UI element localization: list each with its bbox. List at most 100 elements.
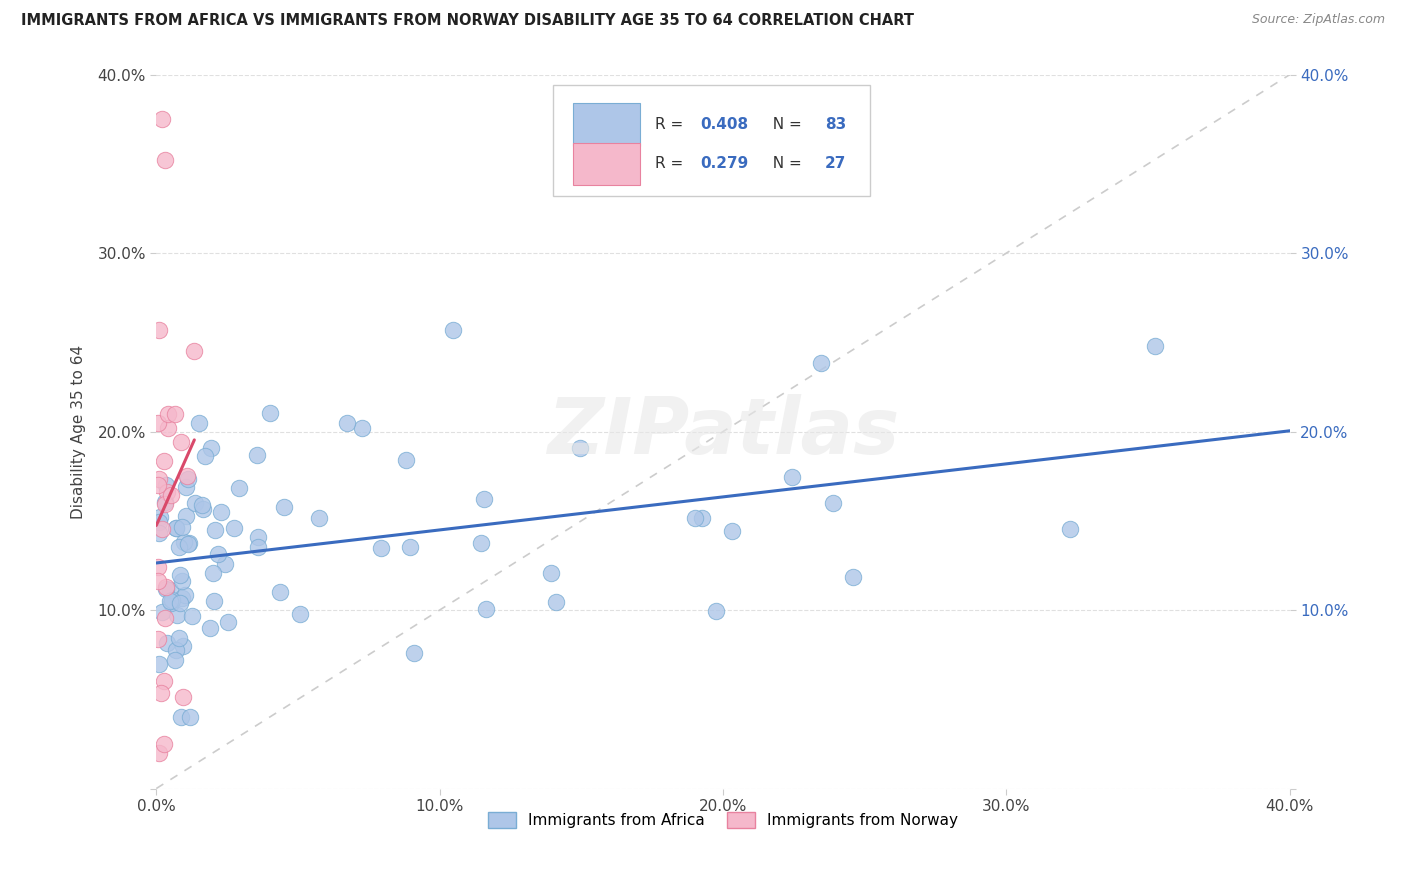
Point: [148, 746, 170, 760]
Point: [146, 560, 169, 574]
Point: [247, 530, 270, 544]
Point: [153, 495, 176, 509]
Point: [202, 594, 225, 608]
Point: [165, 642, 187, 657]
Point: [155, 497, 177, 511]
Point: [169, 596, 191, 610]
Point: [153, 611, 176, 625]
Point: [184, 496, 207, 510]
Point: [172, 520, 194, 534]
Point: [146, 478, 169, 492]
Point: [153, 673, 176, 688]
Point: [159, 594, 181, 608]
Point: [146, 632, 169, 646]
Point: [153, 454, 176, 468]
Point: [399, 540, 422, 554]
Point: [150, 522, 173, 536]
Point: [181, 609, 204, 624]
Point: [370, 541, 392, 556]
Point: [169, 568, 191, 582]
Y-axis label: Disability Age 35 to 64: Disability Age 35 to 64: [72, 344, 86, 518]
Point: [174, 480, 197, 494]
Point: [841, 570, 863, 584]
Point: [153, 737, 176, 751]
Point: [167, 631, 190, 645]
Point: [810, 356, 832, 370]
Point: [823, 496, 845, 510]
Point: [149, 509, 172, 524]
Point: [155, 477, 177, 491]
Point: [395, 453, 418, 467]
Point: [200, 621, 222, 635]
Point: [690, 511, 713, 525]
Point: [183, 343, 205, 358]
Text: R =: R =: [655, 117, 688, 132]
Point: [165, 407, 187, 421]
Point: [1144, 339, 1167, 353]
Point: [247, 540, 270, 554]
Text: ZIPatlas: ZIPatlas: [547, 393, 900, 469]
Point: [290, 607, 312, 621]
Point: [441, 323, 464, 337]
Point: [148, 525, 170, 540]
Point: [259, 406, 281, 420]
Point: [170, 434, 193, 449]
Point: [188, 416, 211, 430]
Point: [177, 537, 200, 551]
Point: [470, 536, 492, 550]
Point: [402, 646, 425, 660]
Point: [228, 481, 250, 495]
Point: [704, 604, 727, 618]
Point: [146, 416, 169, 430]
Point: [176, 469, 198, 483]
Point: [148, 515, 170, 529]
Text: R =: R =: [655, 156, 688, 171]
Point: [191, 498, 214, 512]
Point: [475, 602, 498, 616]
Point: [207, 547, 229, 561]
Point: [163, 653, 186, 667]
Point: [194, 449, 217, 463]
Point: [172, 690, 194, 704]
Text: 27: 27: [825, 156, 846, 171]
Point: [167, 540, 190, 554]
Point: [159, 596, 181, 610]
Point: [150, 606, 173, 620]
Legend: Immigrants from Africa, Immigrants from Norway: Immigrants from Africa, Immigrants from …: [482, 806, 965, 834]
Point: [153, 153, 176, 168]
Point: [472, 491, 495, 506]
Point: [165, 521, 187, 535]
Point: [155, 580, 177, 594]
Point: [214, 557, 236, 571]
Point: [156, 421, 179, 435]
Point: [155, 582, 177, 596]
Point: [544, 595, 567, 609]
Point: [273, 500, 295, 515]
Text: 0.408: 0.408: [700, 117, 748, 132]
Point: [193, 502, 215, 516]
Point: [166, 608, 188, 623]
Point: [720, 524, 742, 538]
Point: [148, 657, 170, 672]
Point: [159, 488, 181, 502]
Point: [202, 566, 225, 580]
Point: [683, 510, 706, 524]
Text: 0.279: 0.279: [700, 156, 748, 171]
Point: [200, 442, 222, 456]
Point: [1059, 522, 1081, 536]
Point: [170, 591, 193, 606]
Point: [159, 583, 181, 598]
Point: [569, 441, 592, 455]
Point: [156, 484, 179, 499]
Point: [204, 523, 226, 537]
Text: IMMIGRANTS FROM AFRICA VS IMMIGRANTS FROM NORWAY DISABILITY AGE 35 TO 64 CORRELA: IMMIGRANTS FROM AFRICA VS IMMIGRANTS FRO…: [21, 13, 914, 29]
Point: [170, 710, 193, 724]
Point: [217, 615, 239, 630]
Point: [148, 472, 170, 486]
Point: [540, 566, 562, 581]
Point: [782, 470, 804, 484]
Point: [209, 505, 232, 519]
Point: [157, 407, 180, 421]
FancyBboxPatch shape: [553, 86, 870, 196]
Point: [179, 535, 201, 549]
